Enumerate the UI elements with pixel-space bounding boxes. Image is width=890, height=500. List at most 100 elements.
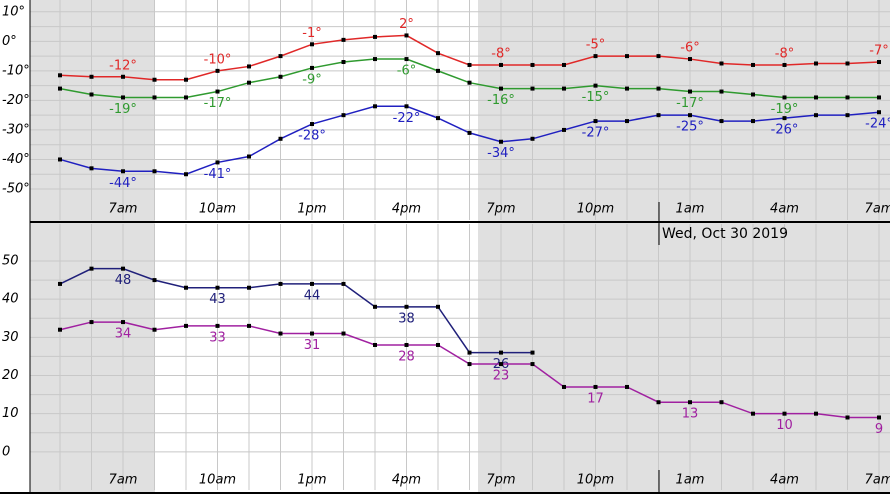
x-tick-label: 7am	[109, 473, 138, 488]
value-label: -12°	[109, 58, 137, 73]
data-point	[562, 62, 566, 67]
data-point	[310, 65, 314, 70]
data-point	[530, 350, 535, 355]
x-tick-label: 10pm	[577, 202, 614, 217]
x-tick-label: 4pm	[392, 202, 421, 217]
data-point	[404, 104, 409, 109]
data-point	[89, 266, 94, 271]
data-point	[877, 95, 881, 100]
data-point	[499, 139, 503, 144]
data-point	[215, 89, 220, 94]
data-point	[310, 42, 314, 47]
data-point	[467, 130, 472, 135]
value-label: -9°	[302, 72, 321, 87]
data-point	[751, 92, 755, 97]
data-point	[751, 62, 755, 67]
value-label: 33	[209, 330, 226, 345]
x-tick-label: 1am	[676, 473, 705, 488]
y-tick-label: 0°	[2, 34, 17, 49]
y-tick-label: 20	[2, 368, 19, 383]
data-point	[278, 281, 283, 286]
data-point	[656, 86, 661, 91]
data-point	[688, 400, 692, 405]
value-label: 23	[493, 369, 510, 384]
y-tick-label: 30	[2, 330, 19, 345]
data-point	[152, 278, 157, 283]
value-label: 44	[304, 288, 321, 303]
data-point	[656, 113, 661, 118]
y-tick-label: -30°	[2, 122, 30, 137]
data-point	[625, 119, 629, 124]
y-tick-label: -10°	[2, 63, 30, 78]
y-tick-label: -40°	[2, 152, 30, 167]
value-label: -19°	[771, 102, 799, 117]
data-point	[467, 362, 472, 367]
data-point	[530, 86, 535, 91]
x-tick-label: 7am	[865, 202, 890, 217]
data-point	[58, 157, 62, 162]
data-point	[593, 384, 598, 389]
data-point	[373, 304, 377, 309]
data-point	[58, 73, 62, 78]
x-tick-label: 7am	[865, 473, 890, 488]
data-point	[814, 113, 818, 118]
data-point	[89, 74, 94, 79]
value-label: -8°	[491, 46, 510, 61]
x-tick-label: 1pm	[297, 473, 326, 488]
data-point	[499, 362, 503, 367]
value-label: 28	[398, 349, 415, 364]
data-point	[688, 89, 692, 94]
data-point	[341, 37, 346, 42]
data-point	[499, 350, 503, 355]
y-tick-label: 10°	[2, 4, 25, 19]
data-point	[184, 323, 188, 328]
value-label: -22°	[393, 111, 421, 126]
data-point	[625, 86, 629, 91]
data-point	[530, 136, 535, 141]
data-point	[89, 92, 94, 97]
data-point	[121, 74, 125, 79]
data-point	[152, 327, 157, 332]
data-point	[467, 62, 472, 67]
x-tick-label: 7am	[109, 202, 138, 217]
data-point	[404, 342, 409, 347]
data-point	[688, 113, 692, 118]
data-point	[562, 384, 566, 389]
data-point	[688, 57, 692, 62]
data-point	[341, 281, 346, 286]
data-point	[404, 33, 409, 38]
data-point	[215, 68, 220, 73]
data-point	[89, 320, 94, 325]
value-label: 17	[587, 391, 604, 406]
data-point	[814, 411, 818, 416]
data-point	[845, 113, 850, 118]
x-tick-label: 10am	[199, 202, 236, 217]
value-label: -6°	[680, 41, 699, 56]
data-point	[530, 62, 535, 67]
data-point	[814, 61, 818, 66]
data-point	[436, 304, 440, 309]
value-label: 43	[209, 292, 226, 307]
value-label: 48	[115, 273, 132, 288]
data-point	[436, 342, 440, 347]
y-tick-label: 50	[2, 254, 19, 269]
x-tick-label: 10am	[199, 473, 236, 488]
data-point	[184, 95, 188, 100]
data-point	[278, 54, 283, 59]
data-point	[152, 169, 157, 174]
data-point	[341, 331, 346, 336]
value-label: 34	[115, 327, 132, 342]
data-point	[782, 95, 787, 100]
date-annotation: Wed, Oct 30 2019	[662, 226, 788, 242]
data-point	[877, 110, 881, 115]
data-point	[373, 104, 377, 109]
y-tick-label: 40	[2, 292, 19, 307]
value-label: -7°	[869, 44, 888, 59]
data-point	[184, 285, 188, 290]
data-point	[215, 323, 220, 328]
value-label: -19°	[109, 102, 137, 117]
data-point	[121, 320, 125, 325]
value-label: -25°	[676, 120, 704, 135]
data-point	[625, 384, 629, 389]
data-point	[593, 54, 598, 59]
